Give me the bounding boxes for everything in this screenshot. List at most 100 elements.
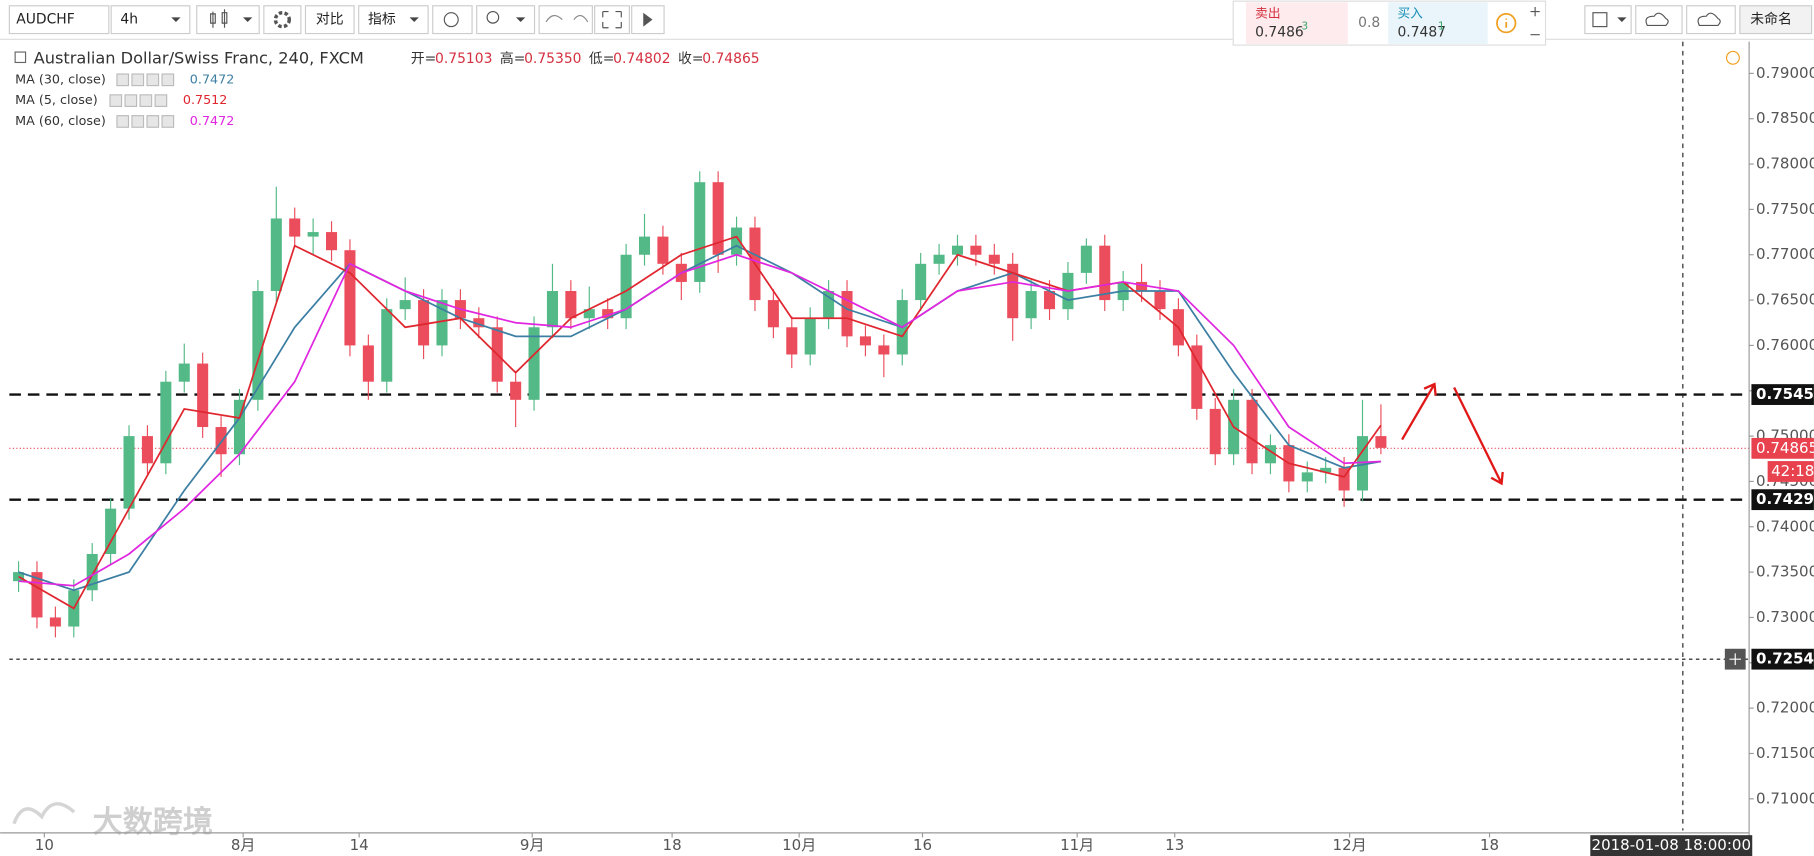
x-tick-label: 18 [663,836,682,854]
candle-body [1044,291,1056,310]
candle-body [418,300,430,346]
candle-body [1099,245,1111,301]
candle-body [141,436,153,464]
alert-button[interactable] [432,5,473,35]
candle-body [233,399,246,455]
candle-body [915,263,927,301]
last-price-bg [1751,437,1814,459]
compare[interactable]: 对比 [316,12,344,28]
dropdown[interactable] [243,17,253,22]
candle-body [694,182,706,282]
save-button[interactable] [1686,5,1736,35]
candle-body [178,363,190,382]
candle-body [270,218,282,292]
candle-body [1301,472,1313,482]
candle-body [1375,436,1387,448]
candle-body [933,254,945,264]
candle-body [767,300,779,328]
x-tick-label: 13 [1165,836,1184,854]
buy-price: 0.7487 [1397,24,1446,40]
candle-body [602,309,614,319]
candle-body [31,572,43,618]
indicator-icon [154,94,168,107]
candle-body [1320,467,1332,473]
interval[interactable]: 4h [120,12,138,28]
candle-body [326,232,338,251]
countdown: 42:18 [1771,462,1814,480]
x-tick-label: 10 [35,836,54,854]
indicator-icon [109,94,123,107]
info-icon[interactable] [1496,13,1517,34]
dropdown[interactable] [1617,17,1627,22]
ma-line [18,253,1381,587]
dropdown[interactable] [516,17,526,22]
indicator-value: 0.7472 [190,71,235,86]
forecast-arrows [1401,382,1504,486]
collapse-icon[interactable] [14,51,27,64]
indicator-icon [139,94,153,107]
fullscreen-button[interactable] [594,5,630,35]
candle-body [565,291,577,319]
axes: 0.79000 0.78500 0.78000 0.77500 0.77000 0.765… [0,41,1814,856]
ideas-button[interactable] [476,5,536,35]
candle-body [657,236,669,264]
candle-body [712,182,724,255]
y-tick-label: 0.79000 [1756,64,1814,82]
indicator-icon [146,115,160,128]
level-label-bg [1751,489,1814,511]
buy-button[interactable] [1388,2,1488,44]
candle-body [859,336,871,346]
sell-button[interactable] [1245,2,1348,44]
watermark: 大数跨境 [93,805,213,840]
indicator-name: MA (5, close) [15,92,98,107]
cloud-icon [1697,12,1721,27]
play-icon [643,12,653,27]
candle-body [804,318,816,355]
dropdown[interactable] [171,17,181,22]
y-tick-label: 0.72000 [1756,699,1814,717]
candle-body [436,300,448,346]
plus-minus[interactable] [1530,6,1540,36]
toolbar: AUDCHF 4h 对比 指标 卖出 0.7486 3 0.8 买入 0.748… [0,0,1814,46]
undo-redo[interactable] [538,5,593,35]
indicator-icon [116,73,130,87]
level-label: 0.75458 [1756,385,1814,403]
indicator-icon [131,115,145,128]
level-label-bg [1751,648,1814,670]
candle-body [1209,408,1221,455]
alert-icon [443,12,459,28]
candle-body [473,318,485,328]
plot [9,41,1750,831]
candle-body [528,327,540,400]
symbol[interactable]: AUDCHF [16,12,74,28]
x-tick-label: 14 [350,836,369,854]
y-tick-label: 0.73000 [1756,608,1814,626]
candle-body [823,291,835,319]
low-label: 低= [589,51,615,67]
layout-name-box[interactable] [1739,5,1813,35]
warning-icon [1725,50,1740,65]
sell-price: 0.7486 [1255,24,1304,40]
candle-body [1154,291,1166,310]
crosshair-label-bg [1590,835,1753,856]
dropdown[interactable] [409,17,419,22]
indicators[interactable]: 指标 [368,12,396,28]
y-tick-label: 0.76500 [1756,291,1814,309]
y-tick-label: 0.77000 [1756,245,1814,263]
settings-button[interactable] [263,5,302,35]
load-button[interactable] [1635,5,1683,35]
x-tick-label: 18 [1480,836,1499,854]
indicator-icon [146,73,160,87]
compare-button[interactable] [304,5,355,35]
candle-body [252,291,264,400]
open-value: 0.75103 [435,51,492,67]
sell-sup: 3 [1301,21,1308,33]
x-tick-label: 8月 [231,836,256,854]
x-tick-label: 9月 [520,836,545,854]
symbol-box[interactable] [8,5,110,35]
y-tick-label: 0.71000 [1756,789,1814,807]
candle-body [215,427,227,455]
layout-name[interactable]: 未命名 [1750,11,1792,28]
candle-body [197,363,209,428]
candle-body [1356,436,1369,491]
